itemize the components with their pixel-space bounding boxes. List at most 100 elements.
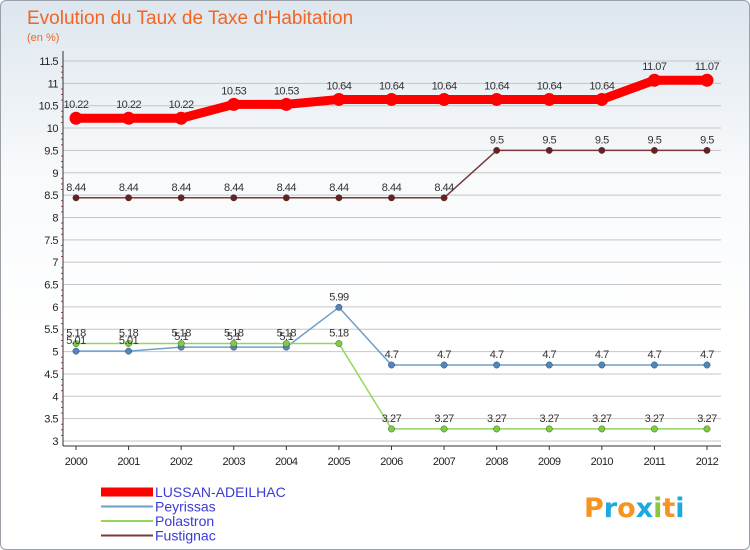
- data-label: 10.53: [274, 85, 299, 97]
- data-point: [598, 361, 606, 369]
- data-point: [122, 111, 136, 125]
- data-point: [437, 92, 451, 106]
- data-point: [125, 347, 132, 355]
- y-tick-label: 10.5: [39, 101, 59, 113]
- data-point: [282, 194, 290, 202]
- data-point: [598, 147, 606, 154]
- data-point: [647, 73, 661, 87]
- data-label: 10.64: [326, 80, 351, 92]
- data-point: [700, 73, 714, 87]
- x-tick-label: 2012: [696, 456, 719, 468]
- x-tick-label: 2005: [328, 456, 351, 468]
- proxiti-logo: Proxiti: [584, 493, 685, 524]
- data-point: [125, 194, 132, 202]
- data-label: 3.27: [434, 413, 454, 425]
- data-label: 8.44: [434, 182, 454, 194]
- legend-label: Peyrissas: [155, 499, 216, 515]
- data-label: 10.64: [537, 80, 562, 92]
- legend-label: LUSSAN-ADEILHAC: [155, 484, 286, 500]
- data-point: [703, 425, 711, 433]
- data-point: [545, 147, 553, 154]
- data-point: [651, 425, 658, 433]
- data-point: [598, 425, 606, 433]
- logo-letter: P: [584, 493, 604, 524]
- data-label: 8.44: [224, 182, 244, 194]
- data-point: [335, 303, 343, 311]
- data-label: 5.01: [119, 335, 139, 347]
- x-tick-label: 2011: [644, 456, 666, 468]
- x-tick-label: 2009: [538, 456, 561, 468]
- data-label: 5.99: [329, 291, 349, 303]
- data-point: [493, 147, 501, 154]
- data-label: 3.27: [697, 413, 717, 425]
- data-point: [385, 92, 398, 106]
- data-label: 5.18: [224, 328, 244, 340]
- y-tick-label: 6.5: [44, 280, 58, 292]
- data-point: [72, 347, 80, 355]
- data-point: [125, 340, 132, 347]
- data-point: [177, 340, 185, 347]
- data-label: 5.1: [227, 331, 241, 343]
- data-point: [177, 194, 185, 202]
- data-point: [388, 194, 395, 202]
- data-label: 10.53: [221, 85, 246, 97]
- data-point: [703, 147, 711, 154]
- x-tick-label: 2004: [275, 456, 298, 468]
- data-point: [227, 97, 241, 111]
- y-tick-label: 6: [52, 302, 58, 314]
- y-tick-label: 7.5: [44, 235, 58, 247]
- data-label: 9.5: [700, 134, 714, 146]
- data-point: [230, 194, 238, 202]
- data-label: 5.1: [174, 331, 188, 343]
- data-point: [493, 361, 501, 369]
- data-point: [388, 425, 395, 433]
- x-tick-label: 2010: [591, 456, 614, 468]
- data-label: 8.44: [119, 182, 139, 194]
- data-point: [651, 147, 658, 154]
- data-point: [545, 425, 553, 433]
- logo-letter: i: [675, 493, 684, 524]
- proxiti-logo-text: Proxiti: [584, 493, 685, 524]
- data-point: [703, 361, 711, 369]
- data-label: 10.64: [379, 80, 404, 92]
- data-label: 9.5: [542, 134, 556, 146]
- data-label: 5.18: [119, 328, 139, 340]
- y-tick-label: 7: [52, 257, 58, 269]
- data-label: 4.7: [700, 349, 714, 361]
- data-label: 11.07: [642, 61, 667, 73]
- y-tick-label: 4: [52, 391, 58, 403]
- y-tick-label: 3: [52, 436, 58, 448]
- data-label: 5.18: [329, 328, 349, 340]
- data-point: [230, 340, 238, 347]
- data-point: [72, 340, 80, 347]
- y-tick-label: 4.5: [44, 369, 58, 381]
- data-label: 8.44: [382, 182, 402, 194]
- data-label: 8.44: [66, 182, 86, 194]
- data-label: 4.7: [648, 349, 662, 361]
- legend-label: Polastron: [155, 513, 214, 529]
- data-label: 5.18: [66, 328, 86, 340]
- x-tick-label: 2001: [117, 456, 140, 468]
- data-label: 4.7: [542, 349, 556, 361]
- data-label: 4.7: [385, 349, 399, 361]
- data-label: 8.44: [329, 182, 349, 194]
- y-tick-label: 8.5: [44, 190, 58, 202]
- data-point: [490, 92, 504, 106]
- chart-title: Evolution du Taux de Taxe d'Habitation: [27, 8, 353, 29]
- data-point: [332, 92, 346, 106]
- chart-subtitle: (en %): [27, 32, 59, 44]
- data-label: 9.5: [490, 134, 504, 146]
- y-tick-label: 5: [52, 347, 58, 359]
- data-label: 3.27: [382, 413, 402, 425]
- data-label: 3.27: [592, 413, 612, 425]
- y-tick-label: 10: [47, 123, 59, 135]
- data-label: 5.01: [66, 335, 86, 347]
- data-label: 5.1: [279, 331, 293, 343]
- data-label: 10.64: [589, 80, 614, 92]
- data-label: 4.7: [595, 349, 609, 361]
- data-point: [69, 111, 83, 125]
- logo-letter: o: [617, 493, 636, 524]
- data-point: [72, 194, 80, 202]
- y-tick-label: 11: [48, 78, 59, 90]
